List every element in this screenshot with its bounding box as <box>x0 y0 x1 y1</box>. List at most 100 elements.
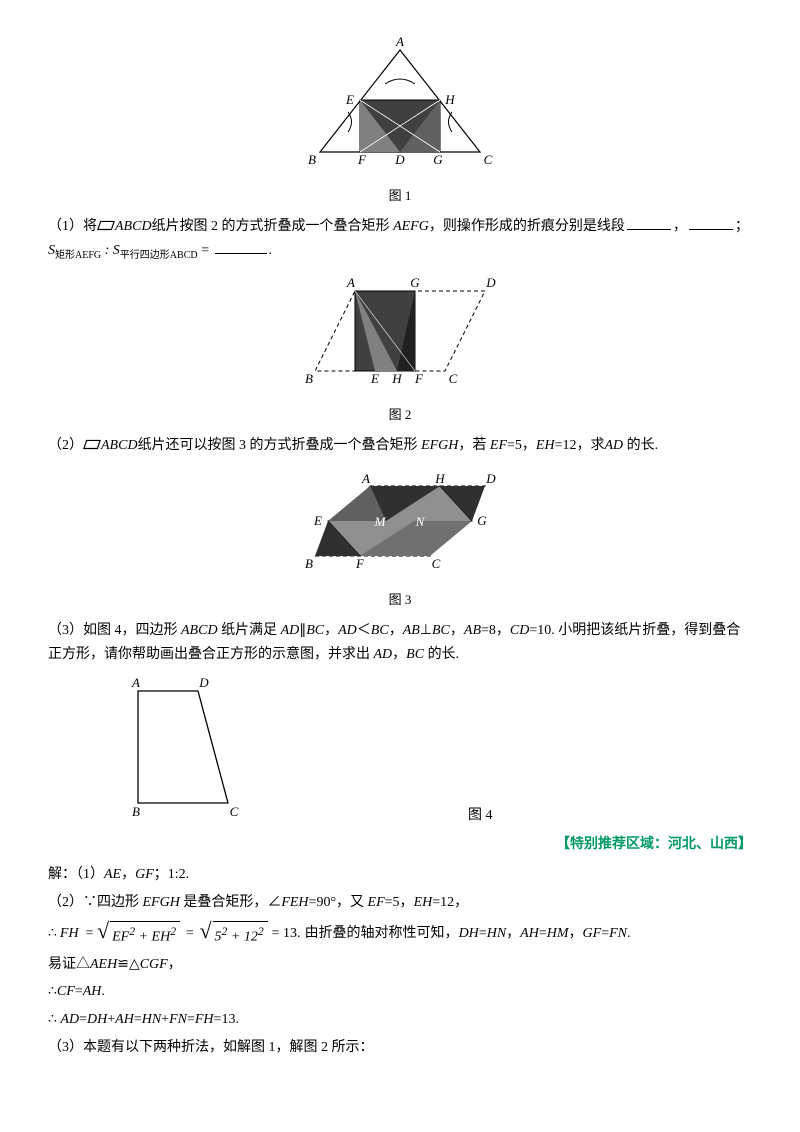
q2-efv: =5 <box>507 438 522 453</box>
q3-abcd: ABCD <box>181 623 218 638</box>
svg-text:C: C <box>449 371 458 386</box>
svg-text:F: F <box>414 371 424 386</box>
q3-ab1: AB <box>403 623 420 638</box>
svg-text:G: G <box>433 152 443 167</box>
s2l4: ∴ <box>48 984 57 999</box>
sol1-semi: ； <box>154 867 168 882</box>
q3-ad1: AD <box>281 623 300 638</box>
sol-2-line3: 易证△AEH≌△CGF， <box>48 953 752 977</box>
q1-aefg: AEFG <box>393 219 429 234</box>
s2fn: FN <box>609 922 627 946</box>
sol1-sep: ， <box>121 867 135 882</box>
q3-ab2: AB <box>464 623 481 638</box>
q2-t5: 的长. <box>623 438 658 453</box>
s2p2: + <box>227 930 243 945</box>
svg-text:A: A <box>395 34 404 49</box>
s2there: ∴ <box>48 922 57 946</box>
q2-ef: EF <box>490 438 507 453</box>
sqrt-2: √52 + 122 <box>199 921 267 947</box>
s2ef: EF <box>368 895 385 910</box>
s2ah2: AH <box>83 984 102 999</box>
s2e3: = <box>601 922 609 946</box>
sqrt-1: √EF2 + EH2 <box>97 921 180 947</box>
q3-bc2: BC <box>371 623 389 638</box>
svg-text:A: A <box>131 675 140 690</box>
s2l5: ∴ <box>48 1012 60 1027</box>
q3-ad2: AD <box>338 623 357 638</box>
q1-period: . <box>269 243 273 258</box>
s2eh: EH <box>414 895 433 910</box>
s2pd: . <box>627 922 631 946</box>
q3-bc3: BC <box>432 623 450 638</box>
parallelogram-icon <box>97 219 115 231</box>
s2aeh: AEH <box>90 957 117 972</box>
q1-semi: ； <box>735 219 749 234</box>
fig2-svg: AGDBEHFC <box>295 271 505 391</box>
s2pl3: + <box>161 1012 169 1027</box>
s2hm: HM <box>547 922 569 946</box>
q3-cd: CD <box>510 623 529 638</box>
s2r2b: 12 <box>244 930 258 945</box>
s2efgh: EFGH <box>143 895 180 910</box>
q2-abcd: ABCD <box>101 438 138 453</box>
q3-abv: =8 <box>481 623 496 638</box>
s2cgf: CGF <box>140 957 168 972</box>
s2l5e3: = <box>187 1012 195 1027</box>
q2-prefix: （2） <box>48 438 83 453</box>
svg-text:C: C <box>432 556 441 571</box>
q3-t1: 纸片满足 <box>218 623 281 638</box>
s2c1: ， <box>506 922 520 946</box>
svg-text:F: F <box>355 556 365 571</box>
q1-sep: ， <box>673 219 687 234</box>
s2hn: HN <box>487 922 506 946</box>
s2ah: AH <box>520 922 539 946</box>
svg-text:D: D <box>485 275 496 290</box>
figure-2: AGDBEHFC <box>48 271 752 400</box>
s2hn2: HN <box>142 1012 161 1027</box>
question-2: （2）ABCD纸片还可以按图 3 的方式折叠成一个叠合矩形 EFGH，若 EF=… <box>48 434 752 458</box>
q1-sub1: 矩形AEFG <box>55 249 101 260</box>
svg-text:H: H <box>444 92 455 107</box>
fig2-label: 图 2 <box>48 404 752 426</box>
q1-mid1: 纸片按图 2 的方式折叠成一个叠合矩形 <box>152 219 394 234</box>
s2gf: GF <box>583 922 602 946</box>
s2r1a: EF <box>112 930 129 945</box>
svg-text:H: H <box>434 471 445 486</box>
s2eq2: = <box>185 922 194 946</box>
sol1-pre: 解：（1） <box>48 867 104 882</box>
s2l1a: （2）∵四边形 <box>48 895 143 910</box>
s2r1b: EH <box>152 930 171 945</box>
s2dh2: DH <box>87 1012 107 1027</box>
s2sup4: 2 <box>258 925 264 938</box>
blank-1 <box>627 215 671 230</box>
q2-ehv: =12 <box>555 438 577 453</box>
svg-text:D: D <box>198 675 209 690</box>
q2-t2: ，若 <box>458 438 490 453</box>
s2fh2: FH <box>195 1012 214 1027</box>
sol-2-formula: ∴ FH = √EF2 + EH2 = √52 + 122 = 13. 由折叠的… <box>48 921 752 947</box>
svg-text:N: N <box>415 514 426 529</box>
svg-text:C: C <box>230 804 239 819</box>
svg-text:C: C <box>484 152 493 167</box>
svg-text:E: E <box>345 92 354 107</box>
s2e2: = <box>539 922 547 946</box>
fig1-svg: ABCEHFGD <box>300 32 500 172</box>
parallelogram-icon <box>83 438 101 450</box>
q1-mid2: ，则操作形成的折痕分别是线段 <box>429 219 625 234</box>
q3-prefix: （3）如图 4，四边形 <box>48 623 181 638</box>
s2p1: + <box>135 930 151 945</box>
s2sup2: 2 <box>170 925 176 938</box>
sol-2-line5: ∴ AD=DH+AH=HN+FN=FH=13. <box>48 1008 752 1032</box>
svg-text:D: D <box>394 152 405 167</box>
s2eq13: = 13. <box>272 922 301 946</box>
q3-bc1: BC <box>306 623 324 638</box>
svg-text:E: E <box>313 513 322 528</box>
svg-text:H: H <box>391 371 402 386</box>
figure-4: ADBC <box>118 673 258 832</box>
q1-abcd: ABCD <box>115 219 152 234</box>
s2efv: =5， <box>385 895 414 910</box>
sol-2-line1: （2）∵四边形 EFGH 是叠合矩形，∠FEH=90°，又 EF=5，EH=12… <box>48 891 752 915</box>
svg-text:G: G <box>410 275 420 290</box>
s2dh: DH <box>459 922 479 946</box>
q1-prefix: （1）将 <box>48 219 97 234</box>
